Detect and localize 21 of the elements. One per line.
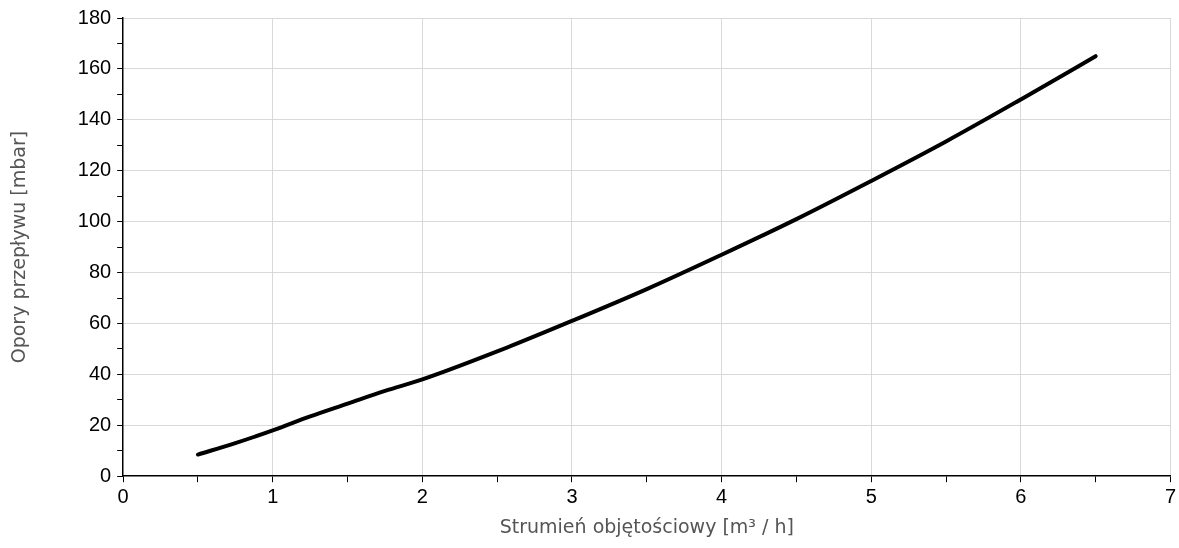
y-axis-title: Opory przepływu [mbar]	[7, 130, 30, 364]
y-tick-label: 120	[77, 158, 112, 181]
x-tick-label: 2	[416, 484, 428, 507]
y-tick-label: 20	[88, 412, 112, 435]
y-tick-label: 180	[77, 5, 112, 28]
x-tick-label: 6	[1015, 484, 1027, 507]
x-tick-label: 4	[716, 484, 728, 507]
y-tick-label: 40	[88, 361, 112, 384]
y-tick-label: 80	[88, 260, 112, 283]
y-tick-label: 140	[77, 107, 112, 130]
line-series	[195, 54, 1098, 457]
y-tick-label: 100	[77, 209, 112, 232]
x-tick-label: 0	[117, 484, 129, 507]
x-tick-label: 3	[566, 484, 578, 507]
x-tick-label: 1	[267, 484, 279, 507]
y-tick-label: 0	[100, 463, 112, 486]
y-tick-label: 60	[88, 310, 112, 333]
x-tick-label: 7	[1164, 484, 1176, 507]
x-tick-label: 5	[865, 484, 877, 507]
x-axis-title: Strumień objętościowy [m³ / h]	[499, 514, 794, 537]
y-tick-label: 160	[77, 56, 112, 79]
